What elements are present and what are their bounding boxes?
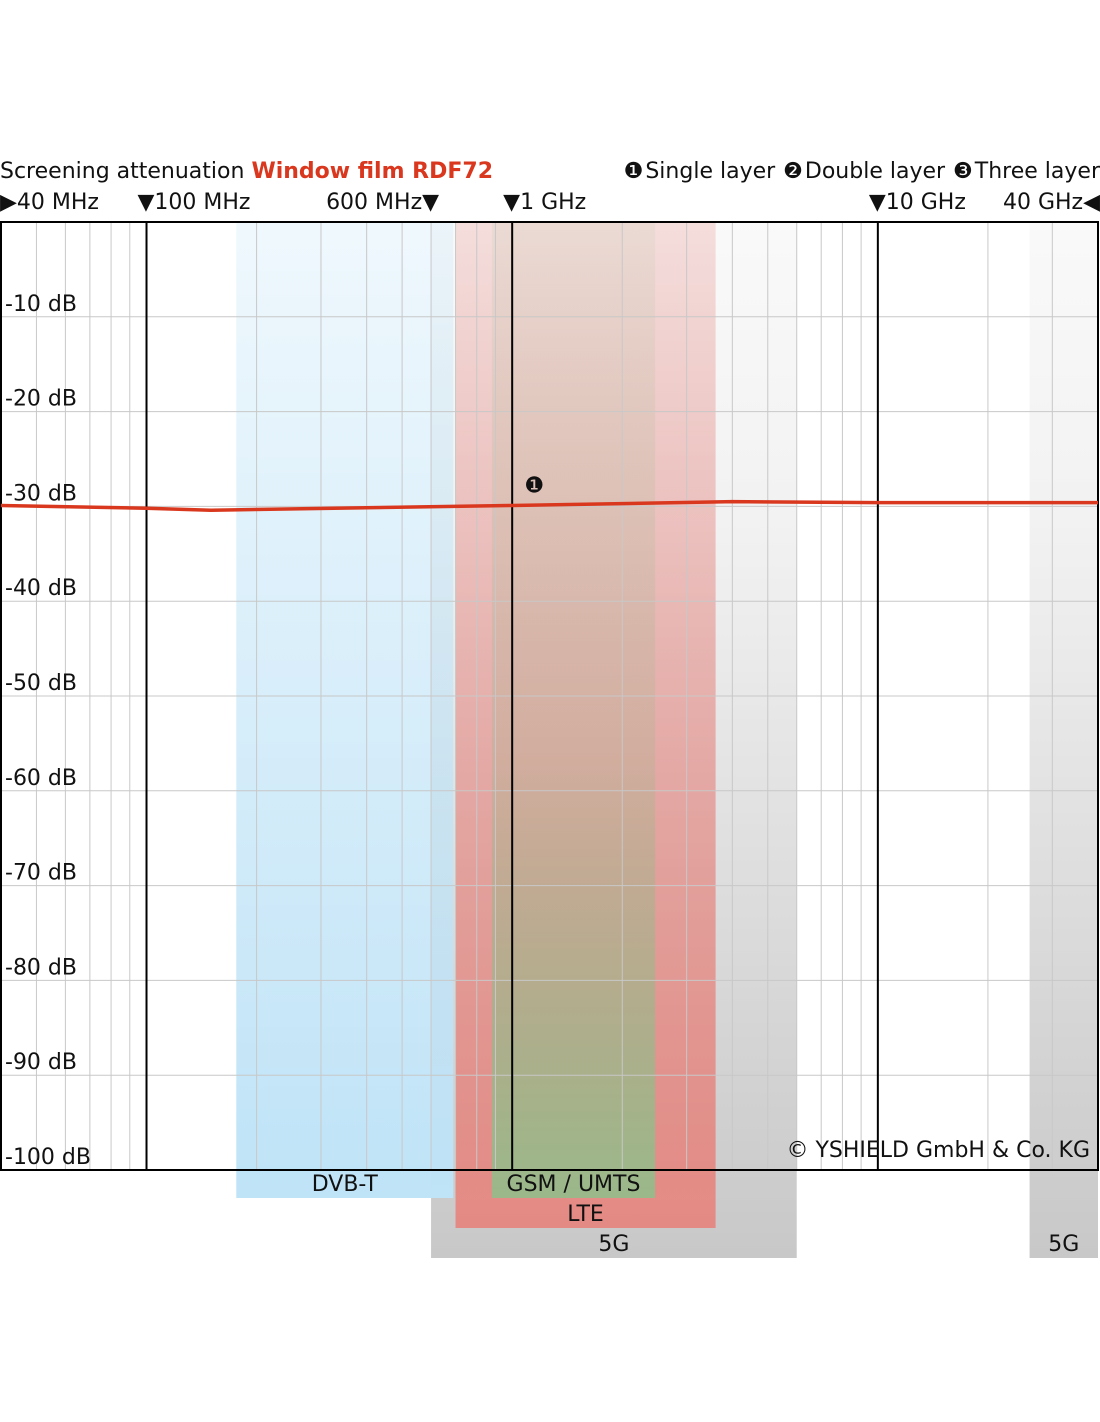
band-label: 5G <box>598 1232 629 1257</box>
y-tick-label: -100 dB <box>5 1145 91 1170</box>
legend-marker: ❸ <box>953 159 973 184</box>
x-tick-label: 600 MHz▼ <box>326 190 439 215</box>
band-label: LTE <box>567 1202 604 1227</box>
plot-frame <box>0 221 1099 1171</box>
y-tick-label: -10 dB <box>5 292 77 317</box>
x-tick-label: ▼1 GHz <box>503 190 586 215</box>
legend-label: Three layer <box>974 159 1100 184</box>
line-marker: ❶ <box>524 473 544 498</box>
frequency-band <box>491 222 656 1198</box>
legend: ❶Single layer ❷Double layer ❸Three layer <box>624 159 1100 184</box>
legend-marker: ❶ <box>624 159 644 184</box>
band-label: 5G <box>1048 1232 1079 1257</box>
chart-title: Screening attenuation Window film RDF72 <box>0 159 493 184</box>
y-tick-label: -40 dB <box>5 576 77 601</box>
x-tick-label: ▶40 MHz <box>0 190 99 215</box>
legend-label: Double layer <box>805 159 946 184</box>
frequency-band <box>1029 222 1098 1258</box>
x-tick-label: ▼100 MHz <box>138 190 251 215</box>
y-tick-label: -50 dB <box>5 671 77 696</box>
copyright: © YSHIELD GmbH & Co. KG <box>786 1138 1090 1163</box>
y-tick-label: -20 dB <box>5 387 77 412</box>
y-tick-label: -90 dB <box>5 1050 77 1075</box>
frequency-band <box>236 222 454 1198</box>
legend-marker: ❷ <box>783 159 803 184</box>
y-tick-label: -70 dB <box>5 861 77 886</box>
x-tick-label: ▼10 GHz <box>869 190 966 215</box>
title-product: Window film RDF72 <box>251 159 493 184</box>
x-tick-label: 40 GHz◀ <box>1003 190 1100 215</box>
y-tick-label: -60 dB <box>5 766 77 791</box>
band-label: GSM / UMTS <box>507 1172 641 1197</box>
data-line <box>0 499 1098 512</box>
title: Screening attenuation <box>0 159 244 184</box>
y-tick-label: -80 dB <box>5 955 77 980</box>
legend-label: Single layer <box>645 159 776 184</box>
y-tick-label: -30 dB <box>5 481 77 506</box>
band-label: DVB-T <box>312 1172 379 1197</box>
